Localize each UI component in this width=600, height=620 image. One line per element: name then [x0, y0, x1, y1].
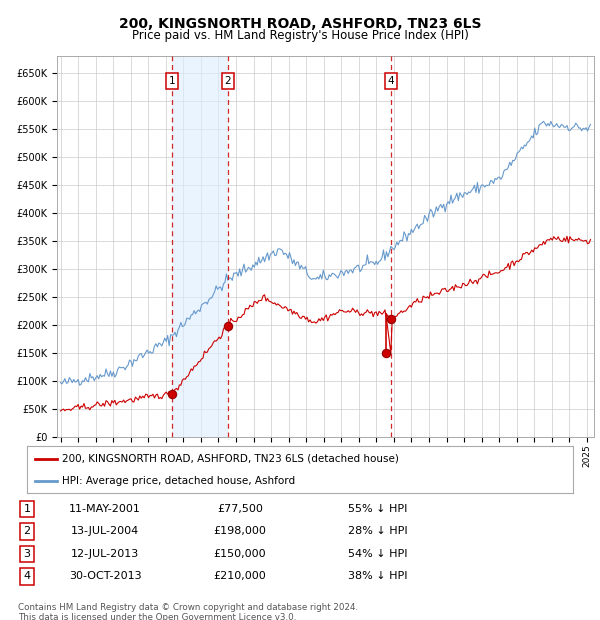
Text: 28% ↓ HPI: 28% ↓ HPI — [348, 526, 407, 536]
Text: 54% ↓ HPI: 54% ↓ HPI — [348, 549, 407, 559]
Text: 4: 4 — [23, 572, 31, 582]
Text: £150,000: £150,000 — [214, 549, 266, 559]
Text: 12-JUL-2013: 12-JUL-2013 — [71, 549, 139, 559]
Text: This data is licensed under the Open Government Licence v3.0.: This data is licensed under the Open Gov… — [18, 613, 296, 620]
Text: 2: 2 — [23, 526, 31, 536]
Bar — [172, 56, 228, 437]
Text: Contains HM Land Registry data © Crown copyright and database right 2024.: Contains HM Land Registry data © Crown c… — [18, 603, 358, 612]
Text: 1: 1 — [169, 76, 175, 86]
Text: £77,500: £77,500 — [217, 504, 263, 514]
Text: £210,000: £210,000 — [214, 572, 266, 582]
Text: Price paid vs. HM Land Registry's House Price Index (HPI): Price paid vs. HM Land Registry's House … — [131, 29, 469, 42]
Text: 11-MAY-2001: 11-MAY-2001 — [69, 504, 141, 514]
Text: HPI: Average price, detached house, Ashford: HPI: Average price, detached house, Ashf… — [62, 476, 296, 486]
Text: 3: 3 — [23, 549, 31, 559]
Text: 38% ↓ HPI: 38% ↓ HPI — [348, 572, 407, 582]
Text: 30-OCT-2013: 30-OCT-2013 — [68, 572, 142, 582]
Text: 55% ↓ HPI: 55% ↓ HPI — [348, 504, 407, 514]
Text: 4: 4 — [388, 76, 394, 86]
Text: 1: 1 — [23, 504, 31, 514]
Text: 200, KINGSNORTH ROAD, ASHFORD, TN23 6LS (detached house): 200, KINGSNORTH ROAD, ASHFORD, TN23 6LS … — [62, 454, 400, 464]
Text: 2: 2 — [224, 76, 231, 86]
Text: 13-JUL-2004: 13-JUL-2004 — [71, 526, 139, 536]
Text: £198,000: £198,000 — [214, 526, 266, 536]
Text: 200, KINGSNORTH ROAD, ASHFORD, TN23 6LS: 200, KINGSNORTH ROAD, ASHFORD, TN23 6LS — [119, 17, 481, 32]
